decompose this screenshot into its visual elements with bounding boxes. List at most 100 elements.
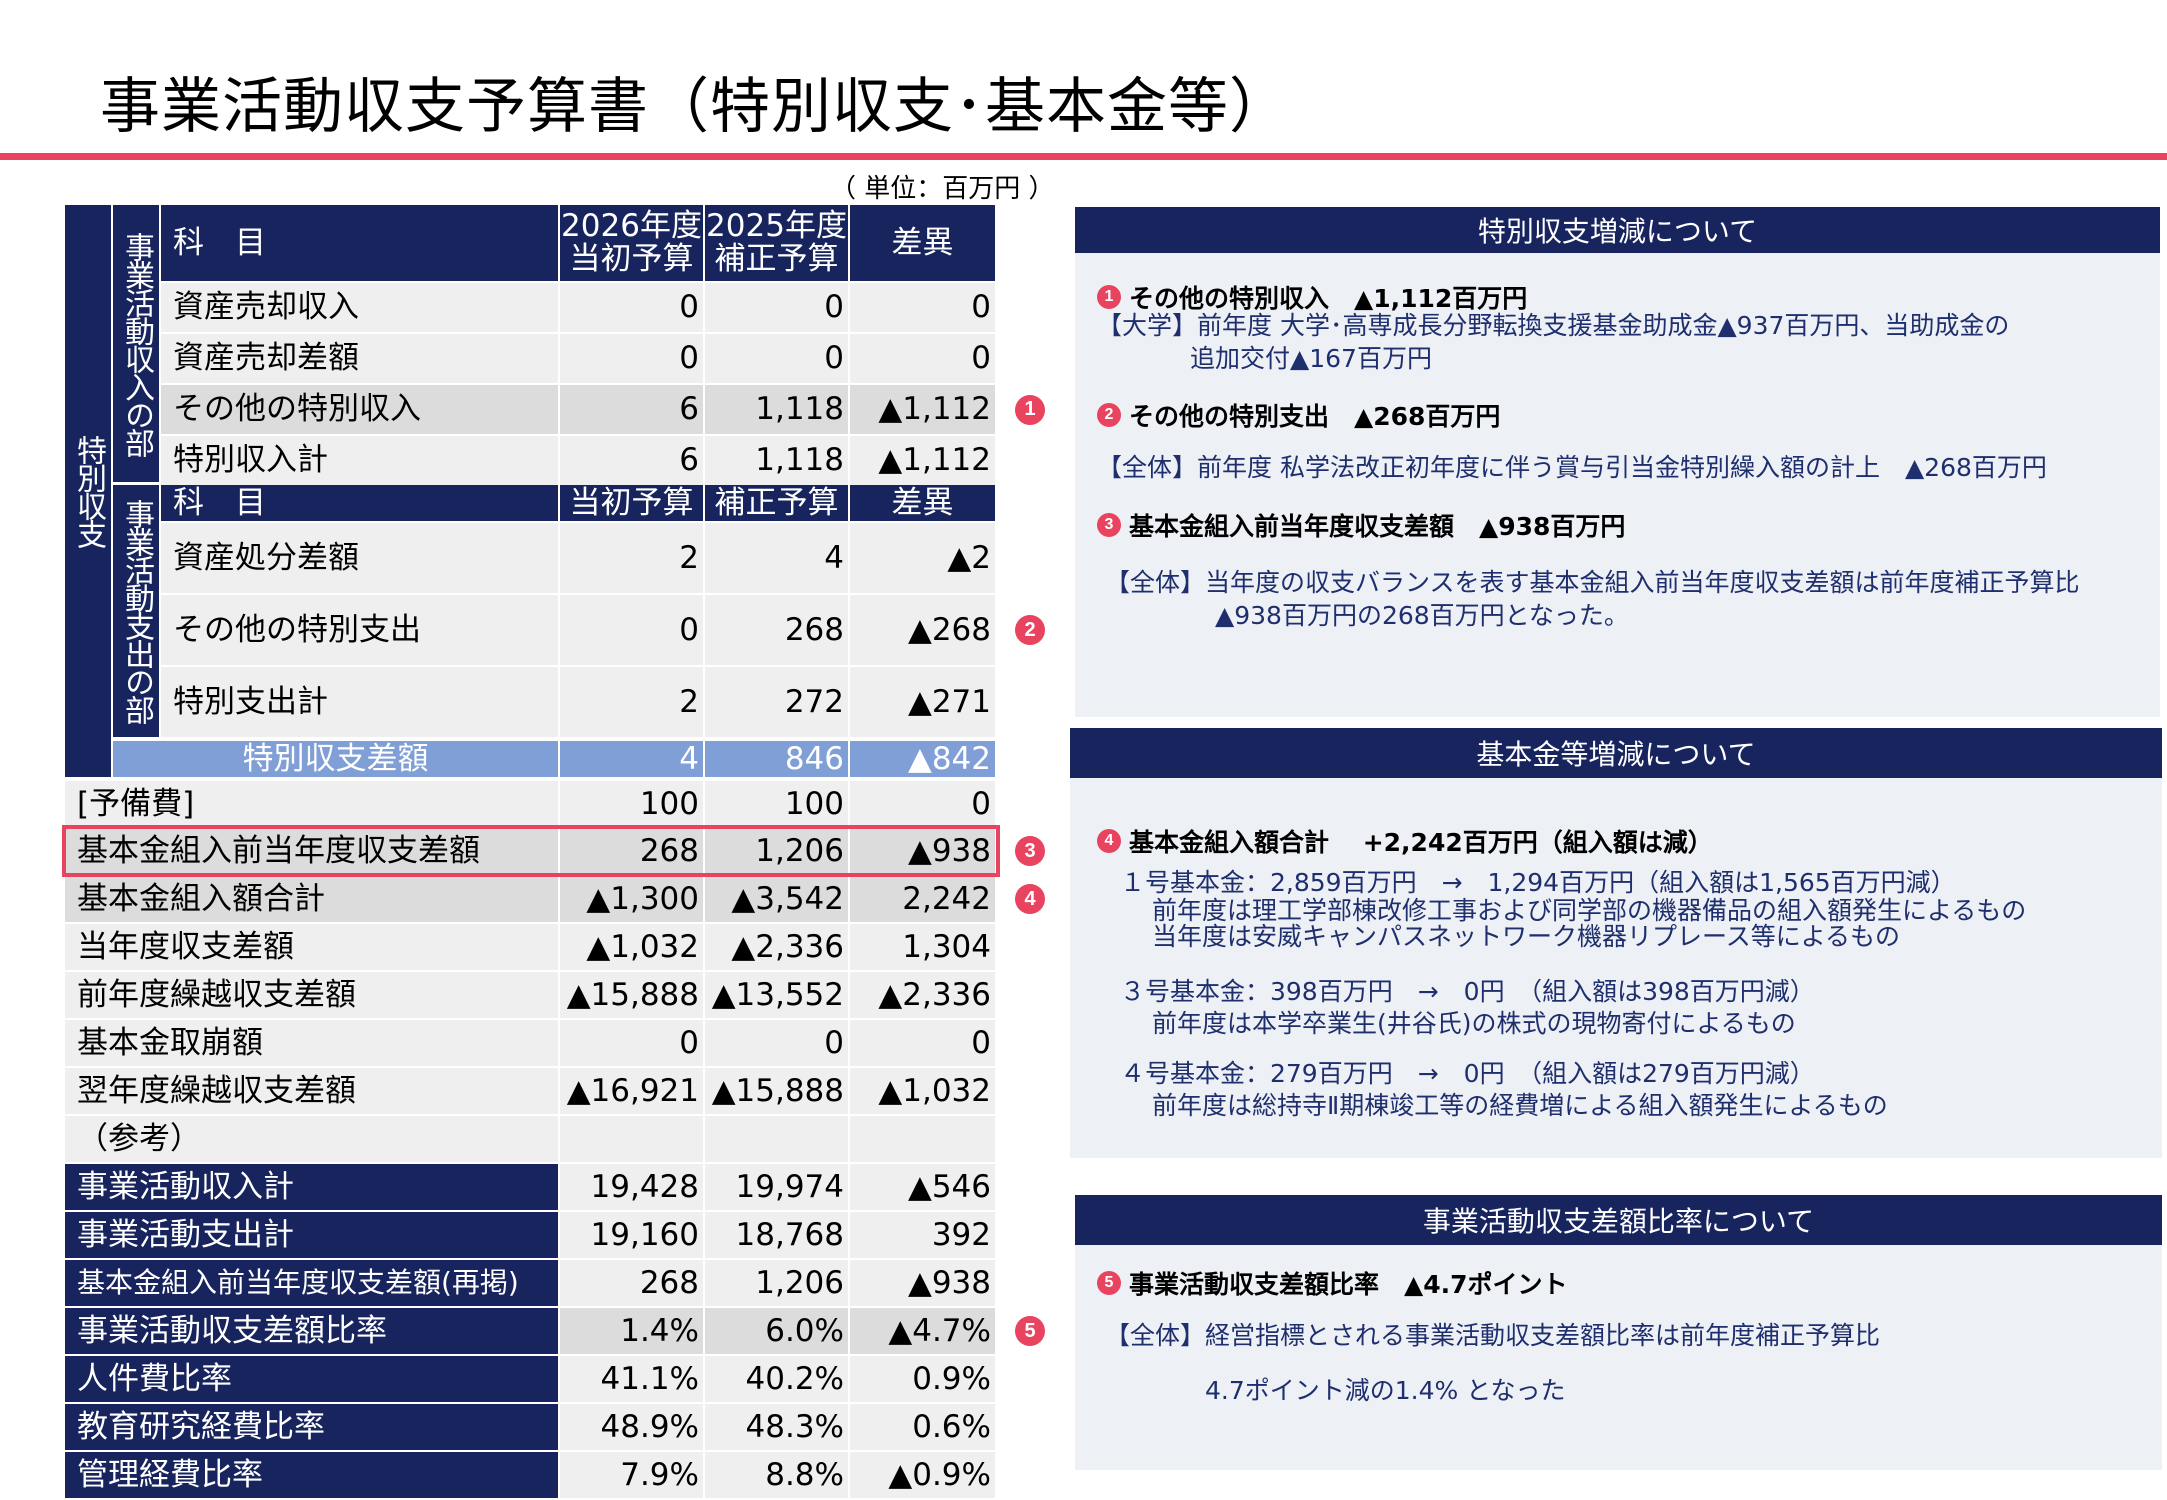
row-value-diff: 392 [850,1212,995,1258]
row-label: 資産売却差額 [161,334,558,383]
row-value-2025: 1,118 [705,436,848,485]
row-value-2026: ▲1,300 [560,876,703,922]
row-label: 資産売却収入 [161,283,558,332]
point-1-line1: 【大学】前年度 大学･高専成長分野転換支援基金助成金▲937百万円、当助成金の [1097,311,2010,340]
fund-1-line: １号基本金：2,859百万円 → 1,294百万円（組入額は1,565百万円減） [1120,868,1956,897]
row-label: 基本金取崩額 [65,1020,558,1066]
row-value-diff: 2,242 [850,876,995,922]
header-col3: 差異 [850,205,995,281]
row-value-2025: ▲13,552 [705,972,848,1018]
row-value-2025: ▲3,542 [705,876,848,922]
row-value-2026: 7.9% [560,1452,703,1498]
income-section-label: 事業活動収入の部 [113,205,159,482]
number-3-icon: 3 [1097,513,1121,537]
row-value-2026: 6 [560,436,703,485]
number-1-icon: 1 [1015,394,1045,425]
row-value-diff: ▲938 [850,828,995,874]
balance-v1: 4 [560,741,703,777]
row-value-2025: 4 [705,523,848,593]
row-value-2025: 40.2% [705,1356,848,1402]
header2-col3: 差異 [850,485,995,521]
row-label: 人件費比率 [65,1356,558,1402]
row-value-2026: ▲16,921 [560,1068,703,1114]
panel-special-header: 特別収支増減について [1075,207,2160,253]
row-value-2025: 0 [705,283,848,332]
row-value-2026: 19,428 [560,1164,703,1210]
row-value-diff: ▲2 [850,523,995,593]
row-label: 前年度繰越収支差額 [65,972,558,1018]
point-4-text: 基本金組入額合計 +2,242百万円（組入額は減） [1129,828,1713,857]
panel-basic-fund-header: 基本金等増減について [1070,728,2162,778]
row-value-diff: ▲546 [850,1164,995,1210]
fund-3-prev: 前年度は本学卒業生(井谷氏)の株式の現物寄付によるもの [1152,1009,1796,1038]
row-value-2026: 6 [560,385,703,434]
expense-section-label: 事業活動支出の部 [113,485,159,737]
row-value-diff: 0.6% [850,1404,995,1450]
number-4-icon: 4 [1015,884,1045,914]
row-label: 基本金組入前当年度収支差額 [65,828,558,874]
row-label: 当年度収支差額 [65,924,558,970]
fund-4-line: ４号基本金：279百万円 → 0円 （組入額は279百万円減） [1120,1059,1815,1088]
row-label: 教育研究経費比率 [65,1404,558,1450]
row-value-2026: 19,160 [560,1212,703,1258]
row-value-diff: ▲0.9% [850,1452,995,1498]
header-item: 科 目 [161,205,558,281]
number-4-icon: 4 [1097,829,1121,853]
row-value-2026: 0 [560,595,703,665]
point-3-line2: ▲938百万円の268百万円となった。 [1215,601,1629,630]
row-label: 翌年度繰越収支差額 [65,1068,558,1114]
row-value-2026: 0 [560,1020,703,1066]
panel-basic-fund: 基本金等増減について 4 基本金組入額合計 +2,242百万円（組入額は減） １… [1070,728,2162,1158]
row-label: 事業活動支出計 [65,1212,558,1258]
row-value-2026: 268 [560,828,703,874]
row-label: （参考） [65,1116,558,1162]
number-3-icon: 3 [1015,836,1045,866]
point-1-title: 1 その他の特別収入 ▲1,112百万円 [1097,279,1527,315]
point-3-text: 基本金組入前当年度収支差額 ▲938百万円 [1129,512,1626,541]
point-4-title: 4 基本金組入額合計 +2,242百万円（組入額は減） [1097,823,1713,859]
row-value-2026: 0 [560,283,703,332]
title-underline [0,153,2167,160]
ratio-line1: 【全体】経営指標とされる事業活動収支差額比率は前年度補正予算比 [1105,1321,1881,1350]
panel-special: 特別収支増減について 1 その他の特別収入 ▲1,112百万円 【大学】前年度 … [1075,207,2160,717]
row-label: 特別支出計 [161,667,558,737]
row-label: 事業活動収入計 [65,1164,558,1210]
row-value-diff: 1,304 [850,924,995,970]
header-col2: 2025年度 補正予算 [705,205,848,281]
row-value-diff: ▲2,336 [850,972,995,1018]
row-value-diff: ▲938 [850,1260,995,1306]
row-label: 事業活動収支差額比率 [65,1308,558,1354]
row-value-2025: 0 [705,334,848,383]
header2-col1: 当初予算 [560,485,703,521]
special-side-label: 特別収支 [65,205,111,777]
row-value-2026: ▲1,032 [560,924,703,970]
point-3-title: 3 基本金組入前当年度収支差額 ▲938百万円 [1097,507,1625,543]
balance-v3: ▲842 [850,741,995,777]
row-value-2025: 8.8% [705,1452,848,1498]
balance-label: 特別収支差額 [113,741,558,777]
row-value-2025: 100 [705,781,848,827]
row-value-2026: 1.4% [560,1308,703,1354]
row-label: 管理経費比率 [65,1452,558,1498]
header2-item: 科 目 [161,485,558,521]
fund-1-curr: 当年度は安威キャンパスネットワーク機器リプレース等によるもの [1152,922,1901,951]
row-label: 特別収入計 [161,436,558,485]
fund-3-line: ３号基本金：398百万円 → 0円 （組入額は398百万円減） [1120,977,1815,1006]
row-value-2026: 48.9% [560,1404,703,1450]
point-1-text: その他の特別収入 ▲1,112百万円 [1129,284,1528,313]
row-value-2025: 48.3% [705,1404,848,1450]
row-value-diff: 0 [850,283,995,332]
budget-table: 特別収支 事業活動収入の部 事業活動支出の部 科 目 2026年度 当初予算 2… [62,205,1045,1498]
row-value-2025: 0 [705,1020,848,1066]
row-label: その他の特別収入 [161,385,558,434]
row-value-2026: 2 [560,667,703,737]
number-2-icon: 2 [1097,403,1121,427]
row-value-2026: 0 [560,334,703,383]
row-value-2025: ▲15,888 [705,1068,848,1114]
row-label: その他の特別支出 [161,595,558,665]
row-value-2026: 268 [560,1260,703,1306]
point-5-title: 5 事業活動収支差額比率 ▲4.7ポイント [1097,1265,1568,1301]
panel-ratio: 事業活動収支差額比率について 5 事業活動収支差額比率 ▲4.7ポイント 【全体… [1075,1195,2162,1470]
point-2-line1: 【全体】前年度 私学法改正初年度に伴う賞与引当金特別繰入額の計上 ▲268百万円 [1097,453,2047,482]
row-value-2025: 1,206 [705,1260,848,1306]
